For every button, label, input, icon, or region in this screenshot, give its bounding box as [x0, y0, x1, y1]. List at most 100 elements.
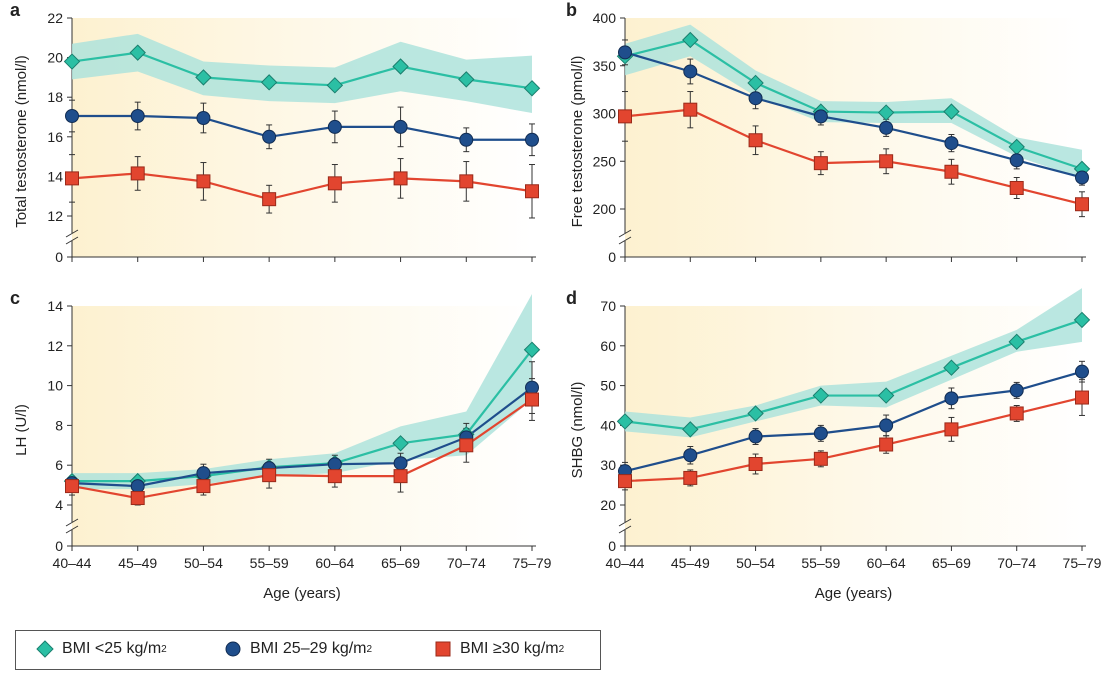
y-tick-label: 12 — [47, 338, 63, 354]
axis-break-mark — [618, 229, 632, 238]
data-point-circle — [459, 132, 474, 147]
data-point-square — [65, 171, 79, 186]
y-tick-label: 400 — [593, 10, 617, 26]
data-point-diamond — [260, 74, 278, 91]
data-point-square — [459, 174, 474, 189]
y-tick-label: 40 — [600, 417, 616, 433]
data-point-diamond — [458, 71, 475, 88]
axis-break-mark — [618, 236, 632, 245]
data-point-square — [1075, 390, 1089, 405]
y-tick-label: 22 — [47, 10, 63, 26]
data-point-diamond — [682, 31, 699, 49]
y-tick-label: 14 — [47, 298, 63, 314]
confidence-band — [625, 288, 1082, 438]
data-point-diamond — [747, 405, 764, 422]
y-tick-label: 300 — [593, 106, 617, 122]
data-point-square — [683, 470, 698, 485]
axis-break-mark — [65, 236, 79, 245]
series-line-bmi_25_29 — [624, 51, 1083, 179]
axis-break-mark — [65, 229, 79, 238]
chart-panel-d: d 0 20 30 40 50 60 70 40–44 45–49 50–54 55–59 60–64 6… — [566, 288, 1102, 602]
data-point-diamond — [523, 341, 541, 358]
data-point-circle — [130, 109, 145, 124]
data-point-diamond — [682, 421, 699, 438]
data-point-diamond — [943, 359, 960, 376]
data-point-circle — [327, 457, 342, 472]
legend: BMI <25 kg/m 2 BMI 25–29 kg/m 2 BMI ≥30 kg… — [15, 630, 601, 670]
y-tick-label: 4 — [55, 497, 63, 513]
data-point-diamond — [326, 77, 344, 94]
y-tick-label: 30 — [600, 457, 616, 473]
data-point-circle — [1009, 383, 1024, 398]
data-point-circle — [879, 418, 894, 433]
data-point-diamond — [943, 103, 960, 120]
x-tick-label: 55–59 — [250, 555, 289, 571]
data-point-square — [393, 469, 408, 484]
data-point-diamond — [1073, 311, 1091, 329]
data-point-diamond — [1008, 333, 1025, 351]
data-point-square — [813, 451, 828, 466]
data-point-diamond — [877, 104, 895, 121]
y-tick-label: 20 — [600, 497, 616, 513]
data-point-diamond — [392, 58, 409, 75]
data-point-square — [683, 102, 698, 117]
data-point-square — [879, 154, 894, 169]
y-tick-label: 18 — [47, 89, 63, 105]
data-point-square — [196, 479, 211, 494]
data-point-circle — [196, 466, 211, 481]
data-point-square — [327, 176, 342, 191]
data-point-square — [748, 133, 763, 148]
data-point-diamond — [812, 387, 830, 404]
data-point-circle — [196, 110, 211, 125]
data-point-square — [748, 457, 763, 472]
legend-label-bmi-25-29: BMI 25–29 kg/m — [250, 640, 367, 657]
data-point-circle — [130, 479, 145, 494]
data-point-square — [196, 174, 211, 189]
data-point-square — [327, 469, 342, 484]
legend-label-bmi-lt25: BMI <25 kg/m — [62, 640, 162, 657]
data-point-square — [459, 438, 474, 453]
data-point-square — [525, 184, 539, 199]
data-point-square — [879, 437, 894, 452]
axis-break-mark — [65, 525, 79, 534]
x-tick-label: 75–79 — [1063, 555, 1102, 571]
data-point-circle — [393, 119, 408, 134]
data-point-square — [130, 166, 145, 181]
y-tick-label: 6 — [55, 457, 63, 473]
x-tick-label: 55–59 — [801, 555, 840, 571]
y-axis-title: Free testosterone (pmol/l) — [569, 56, 586, 228]
diamond-marker-icon — [36, 640, 54, 658]
panel-label-b: b — [566, 0, 577, 20]
x-axis-title: Age (years) — [815, 585, 893, 602]
series-line-bmi_25_29 — [624, 370, 1083, 473]
data-point-circle — [683, 64, 698, 79]
y-tick-label: 50 — [600, 378, 616, 394]
y-tick-label: 0 — [608, 249, 616, 265]
data-point-diamond — [877, 387, 895, 404]
axis-break-mark — [618, 525, 632, 534]
panel-label-c: c — [10, 288, 20, 308]
series-line-bmi_ge30 — [624, 108, 1083, 206]
data-point-circle — [525, 132, 539, 147]
x-tick-label: 65–69 — [932, 555, 971, 571]
data-point-diamond — [195, 69, 212, 86]
data-point-circle — [683, 448, 698, 463]
legend-item-bmi-ge30: BMI ≥30 kg/m 2 — [434, 640, 564, 658]
data-point-circle — [327, 119, 342, 134]
x-tick-label: 65–69 — [381, 555, 420, 571]
x-tick-label: 70–74 — [997, 555, 1036, 571]
x-tick-label: 45–49 — [118, 555, 157, 571]
y-axis-title: SHBG (nmol/l) — [569, 382, 586, 479]
legend-item-bmi-lt25: BMI <25 kg/m 2 — [36, 640, 167, 658]
chart-panel-c: c 0 4 6 8 10 12 14 40–44 45–49 50–54 55–59 60–64 65–6… — [10, 288, 552, 602]
data-point-circle — [65, 109, 79, 124]
data-point-circle — [618, 45, 632, 60]
data-point-diamond — [392, 435, 409, 452]
data-point-square — [393, 171, 408, 186]
x-tick-label: 45–49 — [671, 555, 710, 571]
data-point-square — [944, 164, 959, 179]
series-line-bmi_lt25 — [71, 51, 533, 90]
data-point-circle — [944, 391, 959, 406]
data-point-circle — [393, 456, 408, 471]
y-axis-title: LH (U/l) — [13, 404, 30, 456]
